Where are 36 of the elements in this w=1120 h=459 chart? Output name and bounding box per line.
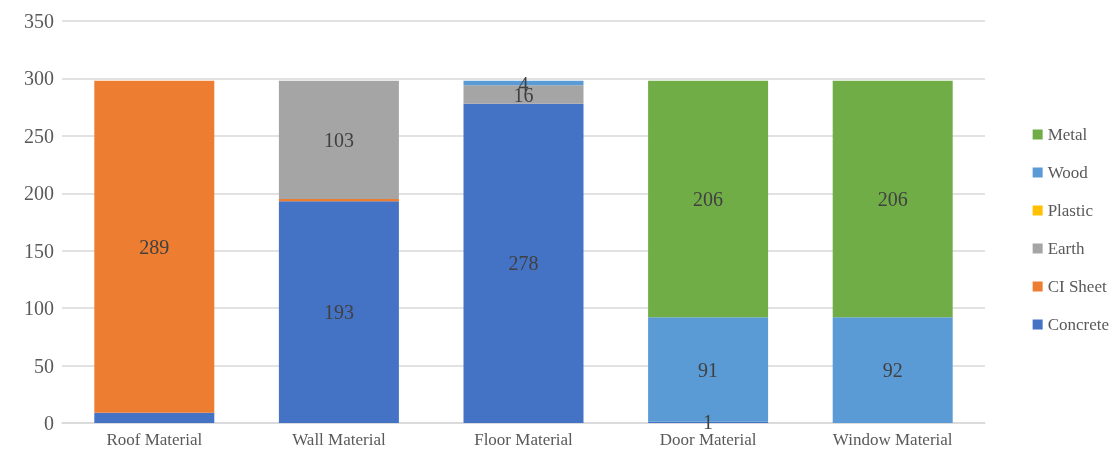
legend-label: Concrete [1047, 315, 1109, 334]
data-label: 206 [877, 188, 908, 211]
data-label: 103 [323, 128, 354, 151]
data-label: 92 [882, 359, 903, 382]
data-label: 278 [508, 252, 539, 275]
y-tick-label: 100 [24, 297, 54, 320]
bar [832, 80, 953, 318]
bar [278, 80, 399, 200]
bar [94, 412, 215, 423]
bar [648, 80, 769, 318]
data-label: 1 [703, 411, 714, 433]
bar [278, 201, 399, 423]
data-label: 206 [693, 188, 724, 211]
x-tick-label: Floor Material [474, 430, 574, 449]
bar [832, 317, 953, 423]
y-tick-label: 350 [24, 10, 54, 32]
legend-label: Plastic [1047, 201, 1094, 220]
legend-label: CI Sheet [1047, 277, 1107, 296]
legend-label: Earth [1047, 239, 1085, 258]
bar [94, 80, 215, 413]
x-tick-label: Roof Material [106, 430, 203, 449]
data-label: 289 [139, 235, 170, 258]
x-tick-label: Window Material [832, 430, 953, 449]
bar [463, 103, 584, 423]
y-tick-label: 250 [24, 124, 54, 147]
x-tick-label: Wall Material [292, 430, 386, 449]
y-tick-label: 200 [24, 182, 54, 205]
y-tick-label: 0 [44, 412, 54, 434]
x-tick-label: Door Material [659, 430, 757, 449]
legend-label: Metal [1047, 125, 1088, 144]
y-tick-label: 300 [24, 67, 54, 90]
data-label: 91 [698, 358, 719, 381]
y-tick-label: 150 [24, 239, 54, 262]
y-tick-label: 50 [34, 354, 54, 377]
legend-label: Wood [1047, 163, 1089, 182]
data-label: 193 [323, 301, 354, 324]
